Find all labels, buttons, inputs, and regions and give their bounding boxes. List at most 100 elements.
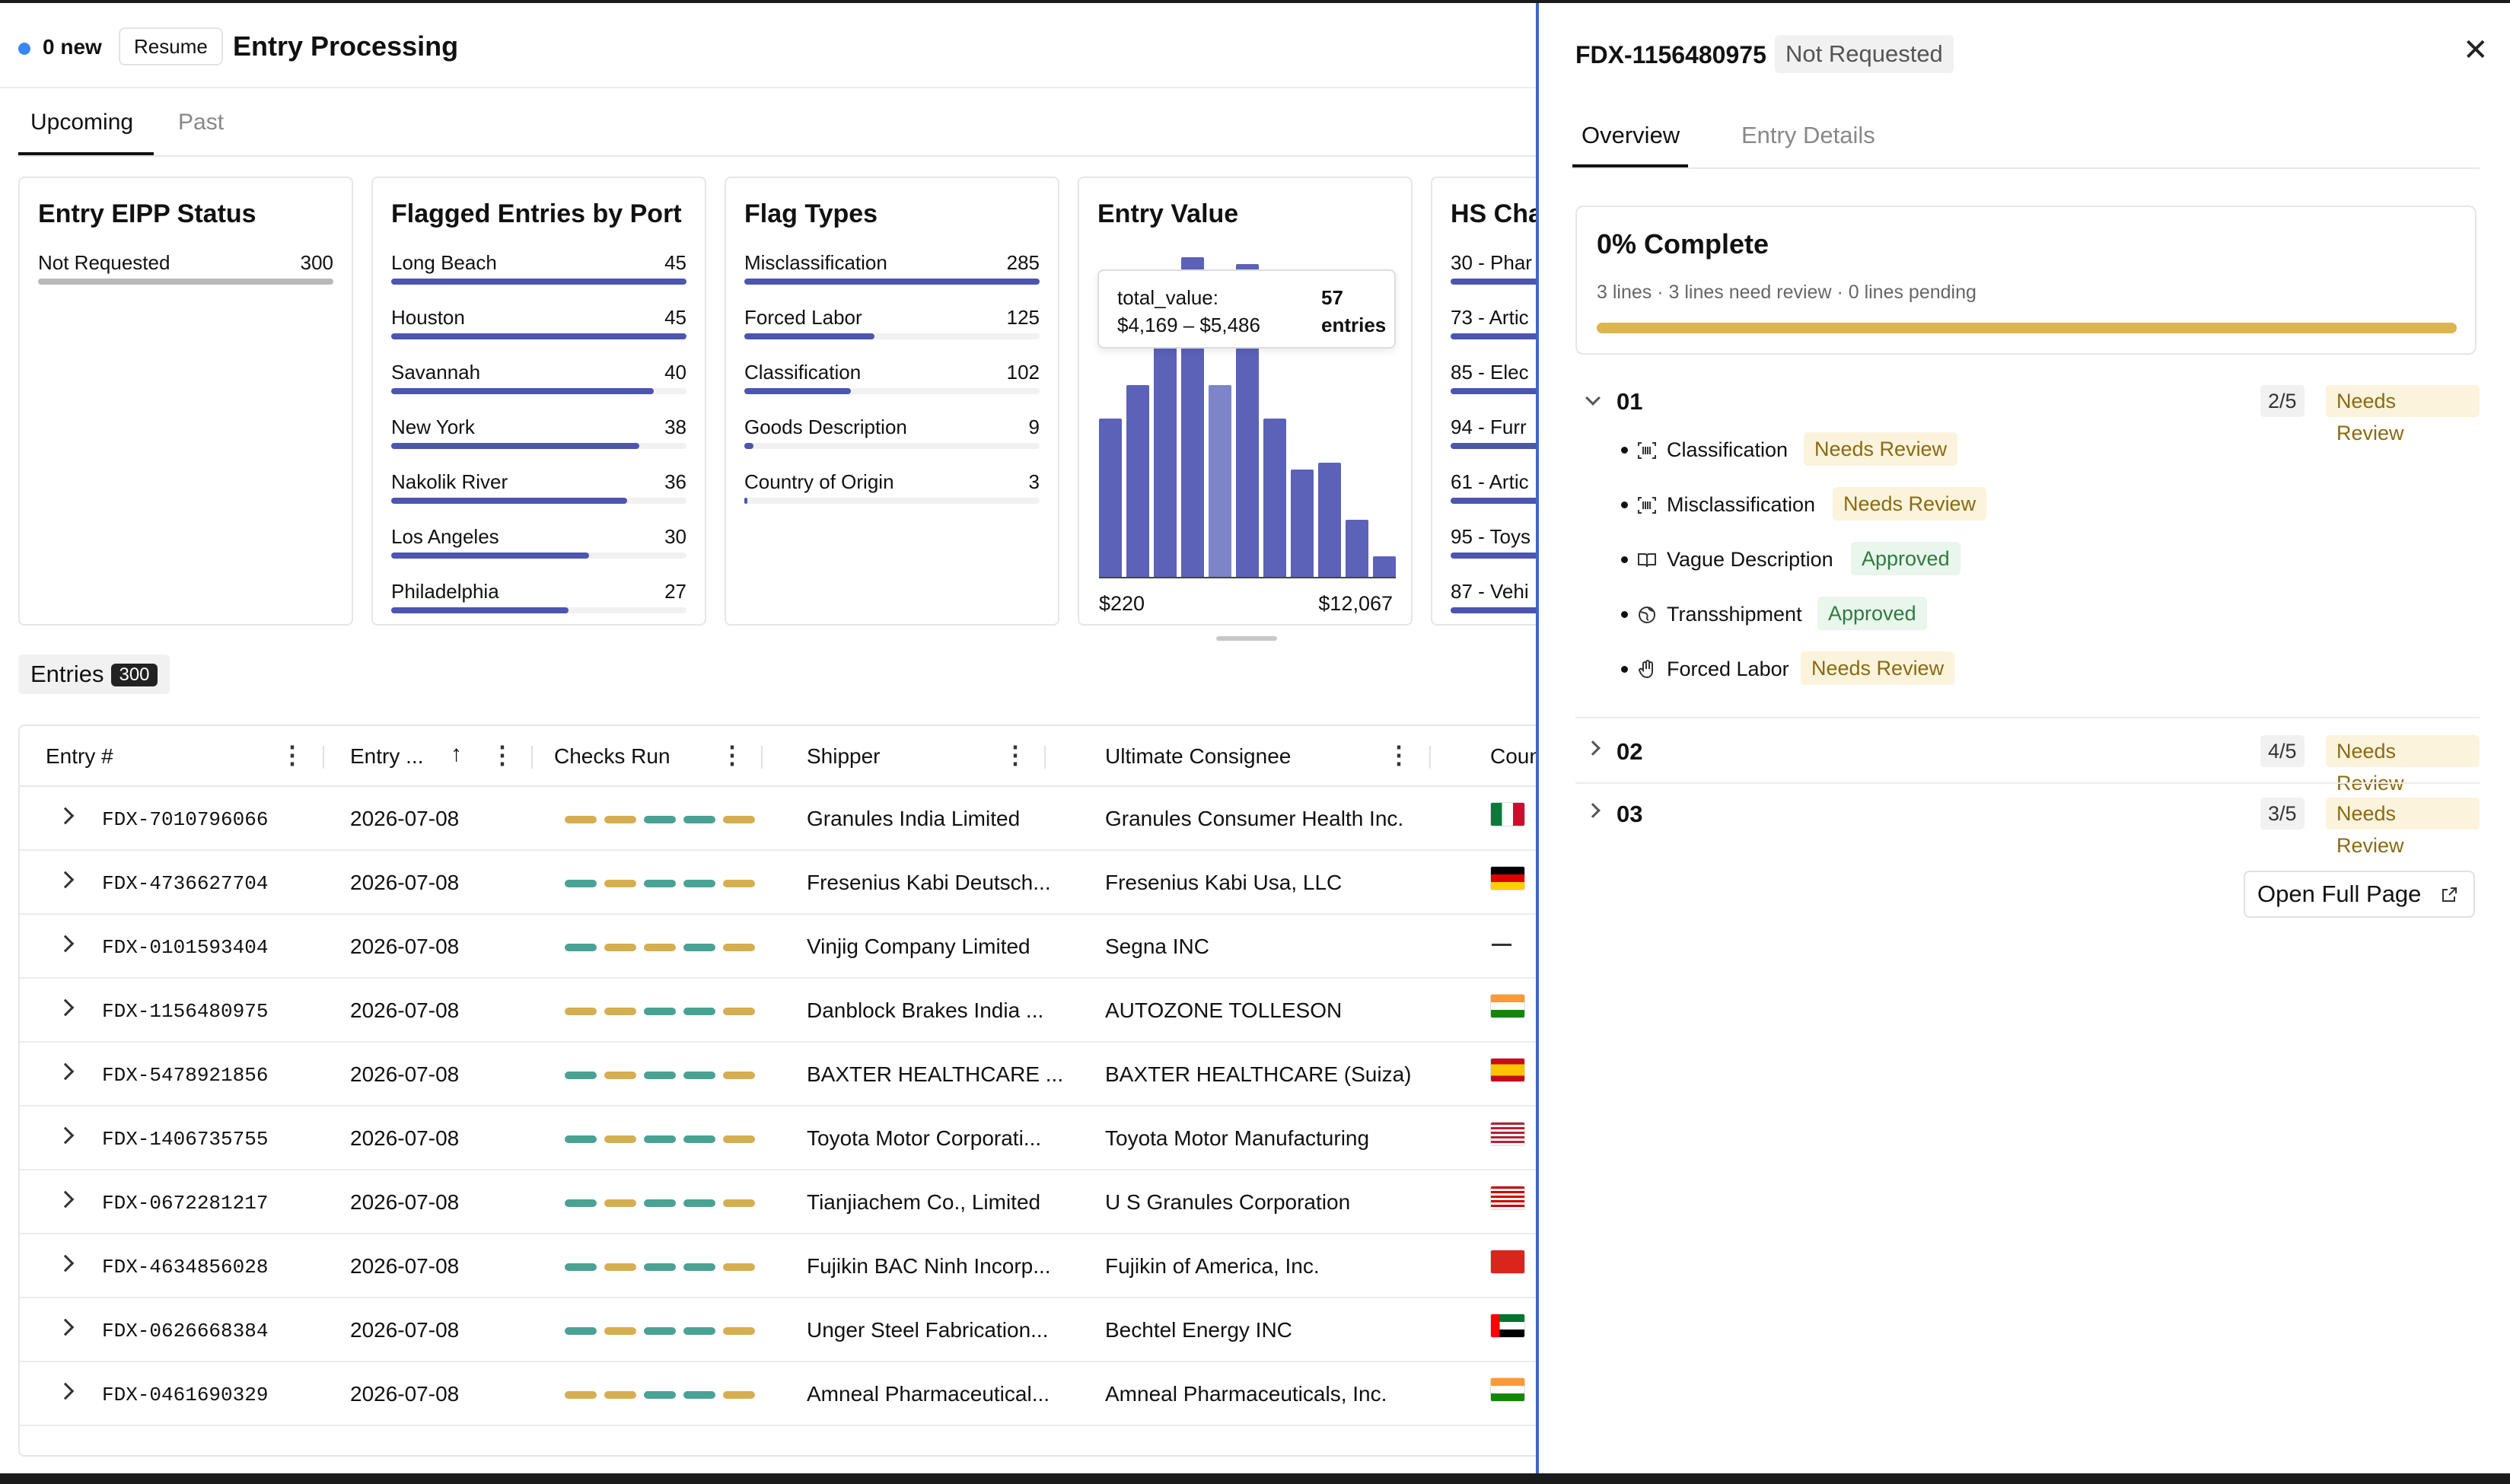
line-item-02[interactable]: 02 4/5 Needs Review	[1575, 729, 2480, 795]
table-row[interactable]: FDX-0672281217 2026-07-08 Tianjiachem Co.,…	[20, 1170, 1536, 1234]
expand-chevron-icon[interactable]	[56, 1190, 75, 1209]
table-row[interactable]: FDX-5478921856 2026-07-08 BAXTER HEALTHCAR…	[20, 1043, 1536, 1107]
column-menu-icon[interactable]: ⋮	[720, 741, 744, 769]
table-row[interactable]: FDX-7010796066 2026-07-08 Granules India L…	[20, 787, 1536, 851]
column-header-shipper[interactable]: Shipper	[807, 744, 881, 768]
expand-chevron-icon[interactable]	[56, 807, 75, 825]
bar-track	[1451, 333, 1536, 339]
column-header-entry-number[interactable]: Entry #	[46, 744, 113, 768]
check-status-pill	[604, 944, 636, 951]
bar-row[interactable]: Savannah 40	[391, 361, 686, 416]
check-item[interactable]: Forced Labor Needs Review	[1539, 651, 2443, 685]
bar-row[interactable]: 73 - Artic	[1451, 306, 1536, 361]
histogram-bar[interactable]	[1154, 307, 1177, 577]
check-item[interactable]: Vague Description Approved	[1539, 542, 2443, 575]
histogram-bar[interactable]	[1209, 385, 1231, 577]
tab-upcoming[interactable]: Upcoming	[30, 110, 134, 135]
column-menu-icon[interactable]: ⋮	[490, 741, 514, 769]
bar-label: Forced Labor	[744, 306, 862, 329]
chevron-right-icon[interactable]	[1585, 803, 1601, 818]
expand-chevron-icon[interactable]	[56, 1062, 75, 1081]
expand-chevron-icon[interactable]	[56, 1254, 75, 1272]
expand-chevron-icon[interactable]	[56, 871, 75, 889]
check-item[interactable]: Transshipment Approved	[1539, 597, 2443, 630]
histogram-bar[interactable]	[1099, 419, 1122, 577]
bar-row[interactable]: 94 - Furr	[1451, 416, 1536, 470]
bar-row[interactable]: 30 - Phar	[1451, 251, 1536, 306]
check-item[interactable]: Misclassification Needs Review	[1539, 487, 2443, 521]
check-label: Vague Description	[1667, 548, 1833, 571]
bar-row[interactable]: 61 - Artic	[1451, 470, 1536, 525]
chevron-down-icon[interactable]	[1585, 390, 1601, 406]
bar-row[interactable]: Philadelphia 27	[391, 580, 686, 624]
check-status-pill	[565, 1072, 597, 1079]
column-header-ultimate-consignee[interactable]: Ultimate Consignee	[1105, 744, 1292, 768]
shipper-name: Vinjig Company Limited	[807, 935, 1030, 958]
histogram-bar[interactable]	[1346, 519, 1368, 577]
column-menu-icon[interactable]: ⋮	[1003, 741, 1027, 769]
column-menu-icon[interactable]: ⋮	[280, 741, 304, 769]
tab-entry-details[interactable]: Entry Details	[1741, 122, 1875, 148]
tab-overview[interactable]: Overview	[1581, 122, 1680, 148]
bar-row[interactable]: Nakolik River 36	[391, 470, 686, 525]
table-row[interactable]: FDX-0461690329 2026-07-08 Amneal Pharmaceu…	[20, 1362, 1536, 1426]
bar-row[interactable]: 95 - Toys	[1451, 525, 1536, 580]
table-row[interactable]: FDX-4634856028 2026-07-08 Fujikin BAC Ninh…	[20, 1234, 1536, 1298]
resume-button[interactable]: Resume	[119, 27, 223, 65]
column-header-entry-date[interactable]: Entry ...	[350, 744, 424, 768]
bar-label: Not Requested	[38, 251, 170, 274]
bar-row[interactable]: 87 - Vehi	[1451, 580, 1536, 624]
check-status-pill	[723, 880, 755, 887]
column-divider	[761, 746, 763, 769]
bar-row[interactable]: Misclassification 285	[744, 251, 1040, 306]
expand-chevron-icon[interactable]	[56, 1126, 75, 1145]
bar-row[interactable]: Long Beach 45	[391, 251, 686, 306]
cards-scroll-handle[interactable]	[1216, 636, 1277, 641]
table-row[interactable]: FDX-0626668384 2026-07-08 Unger Steel Fabr…	[20, 1298, 1536, 1362]
bar-row[interactable]: Houston 45	[391, 306, 686, 361]
tab-past[interactable]: Past	[178, 110, 225, 135]
table-row[interactable]: FDX-1406735755 2026-07-08 Toyota Motor Cor…	[20, 1107, 1536, 1170]
check-status-pill	[723, 1391, 755, 1399]
histogram-bar[interactable]	[1126, 385, 1149, 577]
expand-chevron-icon[interactable]	[56, 998, 75, 1017]
bar-row-not-requested[interactable]: Not Requested 300	[38, 251, 333, 306]
bar-row[interactable]: New York 38	[391, 416, 686, 470]
bar-row[interactable]: Los Angeles 30	[391, 525, 686, 580]
line-item-01[interactable]: 01 2/5 Needs Review	[1575, 379, 2480, 444]
bar-track	[391, 333, 686, 339]
bar-row[interactable]: Forced Labor 125	[744, 306, 1040, 361]
bar-track	[744, 333, 1040, 339]
sort-ascending-icon[interactable]: ↑	[451, 741, 462, 766]
line-number: 01	[1617, 388, 1643, 415]
table-row[interactable]: FDX-1156480975 2026-07-08 Danblock Brakes …	[20, 979, 1536, 1043]
histogram-bar[interactable]	[1318, 462, 1341, 577]
bar-value: 9	[1028, 416, 1040, 438]
bar-row[interactable]: Classification 102	[744, 361, 1040, 416]
card-entry-value: Entry Value $220 $12,067 total_value: $4…	[1078, 177, 1413, 626]
line-item-03[interactable]: 03 3/5 Needs Review	[1575, 791, 2480, 857]
entry-date: 2026-07-08	[350, 998, 460, 1022]
chevron-right-icon[interactable]	[1585, 740, 1601, 756]
column-header-checks-run[interactable]: Checks Run	[554, 744, 671, 768]
bar-fill	[1451, 498, 1536, 504]
check-status-pill	[683, 1199, 715, 1207]
check-item[interactable]: Classification Needs Review	[1539, 432, 2443, 466]
expand-chevron-icon[interactable]	[56, 1318, 75, 1336]
expand-chevron-icon[interactable]	[56, 1382, 75, 1400]
consignee-name: Amneal Pharmaceuticals, Inc.	[1105, 1382, 1387, 1406]
close-icon[interactable]: ✕	[2463, 33, 2489, 67]
bar-row[interactable]: Country of Origin 3	[744, 470, 1040, 525]
table-row[interactable]: FDX-4736627704 2026-07-08 Fresenius Kabi D…	[20, 851, 1536, 915]
histogram-bar[interactable]	[1373, 556, 1396, 577]
table-row-partial[interactable]	[20, 1426, 1536, 1455]
histogram-bar[interactable]	[1291, 469, 1314, 577]
bar-row[interactable]: Goods Description 9	[744, 416, 1040, 470]
histogram-bar[interactable]	[1263, 419, 1286, 577]
column-menu-icon[interactable]: ⋮	[1387, 741, 1411, 769]
column-header-country[interactable]: Coun	[1490, 744, 1536, 768]
expand-chevron-icon[interactable]	[56, 935, 75, 953]
open-full-page-button[interactable]: Open Full Page	[2244, 871, 2475, 918]
table-row[interactable]: FDX-0101593404 2026-07-08 Vinjig Company L…	[20, 915, 1536, 979]
bar-row[interactable]: 85 - Elec	[1451, 361, 1536, 416]
